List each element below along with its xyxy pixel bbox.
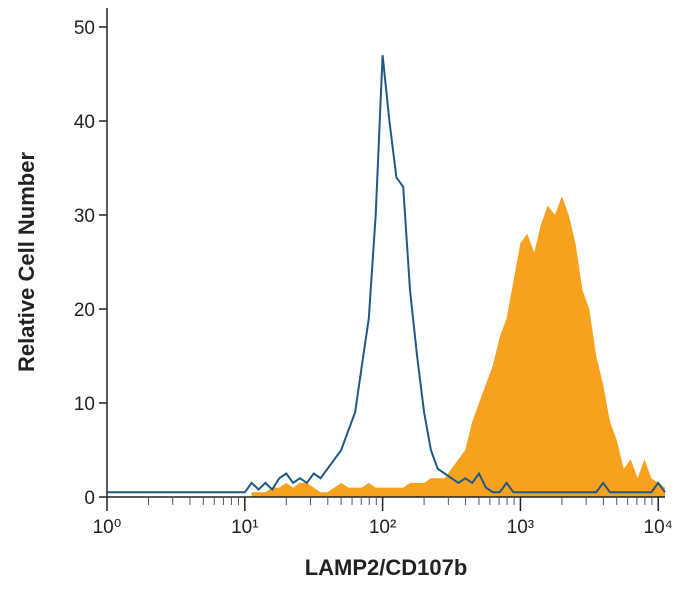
histogram-area — [251, 196, 665, 497]
x-tick-label: 10⁰ — [93, 517, 122, 538]
y-tick-label: 10 — [74, 394, 95, 415]
histogram-outline — [107, 55, 666, 494]
y-tick-label: 30 — [74, 206, 95, 227]
x-axis-title: LAMP2/CD107b — [305, 555, 468, 580]
x-tick-label: 10⁴ — [644, 517, 673, 538]
y-tick-label: 0 — [84, 488, 95, 509]
x-tick-label: 10¹ — [231, 517, 258, 538]
y-tick-label: 50 — [74, 18, 95, 39]
x-tick-label: 10³ — [507, 517, 534, 538]
y-tick-label: 20 — [74, 300, 95, 321]
y-axis-title: Relative Cell Number — [14, 152, 39, 373]
y-tick-label: 40 — [74, 112, 95, 133]
x-tick-label: 10² — [369, 517, 396, 538]
